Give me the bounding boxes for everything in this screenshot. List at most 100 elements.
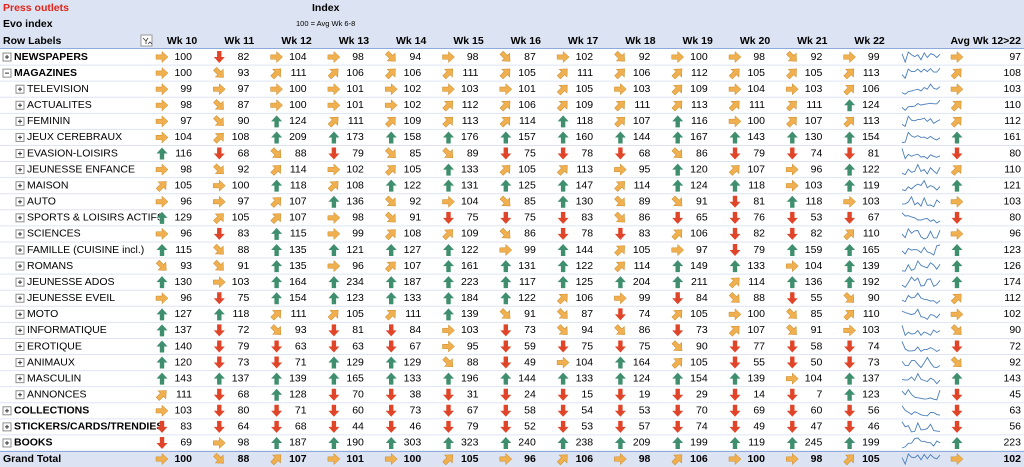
trend-arrow: [155, 181, 167, 192]
cell-value: 7: [816, 389, 822, 401]
cell-value: 119: [863, 179, 880, 191]
trend-arrow: [156, 356, 168, 369]
index-label: Index: [312, 2, 340, 14]
cell-value: 245: [805, 437, 823, 449]
cell-value: 103: [633, 83, 651, 95]
row-label: MASCULIN: [27, 372, 81, 384]
trend-arrow: [271, 420, 283, 433]
column-header: Wk 13: [339, 35, 370, 47]
trend-arrow: [327, 452, 341, 466]
sparkline: [901, 51, 941, 64]
trend-arrow: [500, 292, 512, 305]
cell-value: 125: [518, 179, 536, 191]
sparkline: [901, 131, 941, 143]
trend-arrow: [671, 50, 685, 64]
sparkline: [901, 148, 941, 160]
cell-value: 105: [518, 67, 536, 79]
trend-arrow: [271, 340, 283, 353]
cell-value: 81: [753, 196, 765, 208]
cell-value: 107: [289, 453, 307, 465]
cell-value: 75: [467, 212, 479, 224]
trend-arrow: [442, 83, 455, 96]
cell-value: 140: [174, 340, 192, 352]
trend-arrow: [786, 179, 799, 192]
trend-arrow: [155, 404, 169, 417]
trend-arrow: [729, 436, 741, 449]
trend-arrow: [500, 420, 512, 433]
trend-arrow: [385, 131, 397, 144]
trend-arrow: [500, 388, 512, 401]
trend-arrow: [614, 227, 626, 240]
trend-arrow: [443, 244, 454, 256]
cell-value: 91: [238, 260, 250, 272]
sparkline: [901, 341, 941, 353]
cell-value: 127: [404, 244, 422, 256]
trend-arrow: [672, 260, 684, 273]
cell-value: 106: [690, 453, 708, 465]
cell-value: 114: [634, 260, 651, 272]
cell-value: 110: [863, 308, 880, 320]
trend-arrow: [729, 260, 741, 273]
avg-value: 45: [1009, 389, 1021, 401]
trend-arrow: [499, 68, 511, 80]
trend-arrow: [951, 340, 963, 353]
cell-value: 109: [576, 99, 594, 111]
cell-value: 130: [174, 276, 192, 288]
cell-value: 85: [524, 196, 536, 208]
cell-value: 117: [519, 276, 536, 288]
trend-arrow: [385, 165, 396, 176]
trend-arrow: [442, 195, 455, 208]
row-label: NEWSPAPERS: [14, 51, 88, 63]
trend-arrow: [443, 292, 454, 305]
trend-arrow: [729, 131, 741, 144]
avg-header: Avg Wk 12>22: [950, 35, 1021, 47]
cell-value: 100: [404, 453, 422, 465]
column-header: Wk 10: [167, 35, 198, 47]
trend-arrow: [671, 229, 683, 241]
trend-arrow: [672, 404, 684, 417]
cell-value: 98: [753, 51, 765, 63]
trend-arrow: [843, 309, 855, 321]
cell-value: 165: [862, 244, 880, 256]
cell-value: 79: [467, 421, 479, 433]
trend-arrow: [213, 308, 225, 321]
trend-arrow: [327, 227, 341, 240]
trend-arrow: [499, 50, 511, 62]
trend-arrow: [385, 420, 397, 433]
cell-value: 87: [238, 99, 250, 111]
sparkline: [901, 453, 941, 466]
trend-arrow: [213, 115, 224, 126]
trend-arrow: [786, 244, 798, 256]
trend-arrow: [844, 372, 856, 385]
cell-value: 199: [690, 437, 708, 449]
cell-value: 137: [174, 324, 192, 336]
avg-value: 92: [1009, 356, 1021, 368]
cell-value: 164: [633, 356, 651, 368]
trend-arrow: [213, 66, 224, 78]
avg-value: 80: [1009, 147, 1021, 159]
cell-value: 136: [346, 196, 364, 208]
cell-value: 223: [461, 276, 479, 288]
trend-arrow: [155, 390, 167, 401]
cell-value: 105: [690, 356, 708, 368]
trend-arrow: [499, 100, 511, 112]
trend-arrow: [950, 356, 962, 368]
trend-arrow: [328, 276, 340, 289]
cell-value: 139: [461, 308, 479, 320]
cell-value: 76: [753, 212, 765, 224]
trend-arrow: [786, 83, 799, 96]
trend-arrow: [442, 356, 454, 368]
cell-value: 107: [805, 115, 823, 127]
cell-value: 109: [404, 115, 422, 127]
cell-value: 63: [352, 340, 364, 352]
trend-arrow: [729, 356, 741, 369]
cell-value: 111: [348, 115, 364, 127]
cell-value: 98: [180, 163, 192, 175]
trend-arrow: [844, 244, 856, 256]
cell-value: 113: [863, 115, 880, 127]
trend-arrow: [614, 292, 627, 305]
trend-arrow: [557, 276, 569, 289]
trend-arrow: [614, 195, 625, 207]
trend-arrow: [786, 340, 798, 353]
